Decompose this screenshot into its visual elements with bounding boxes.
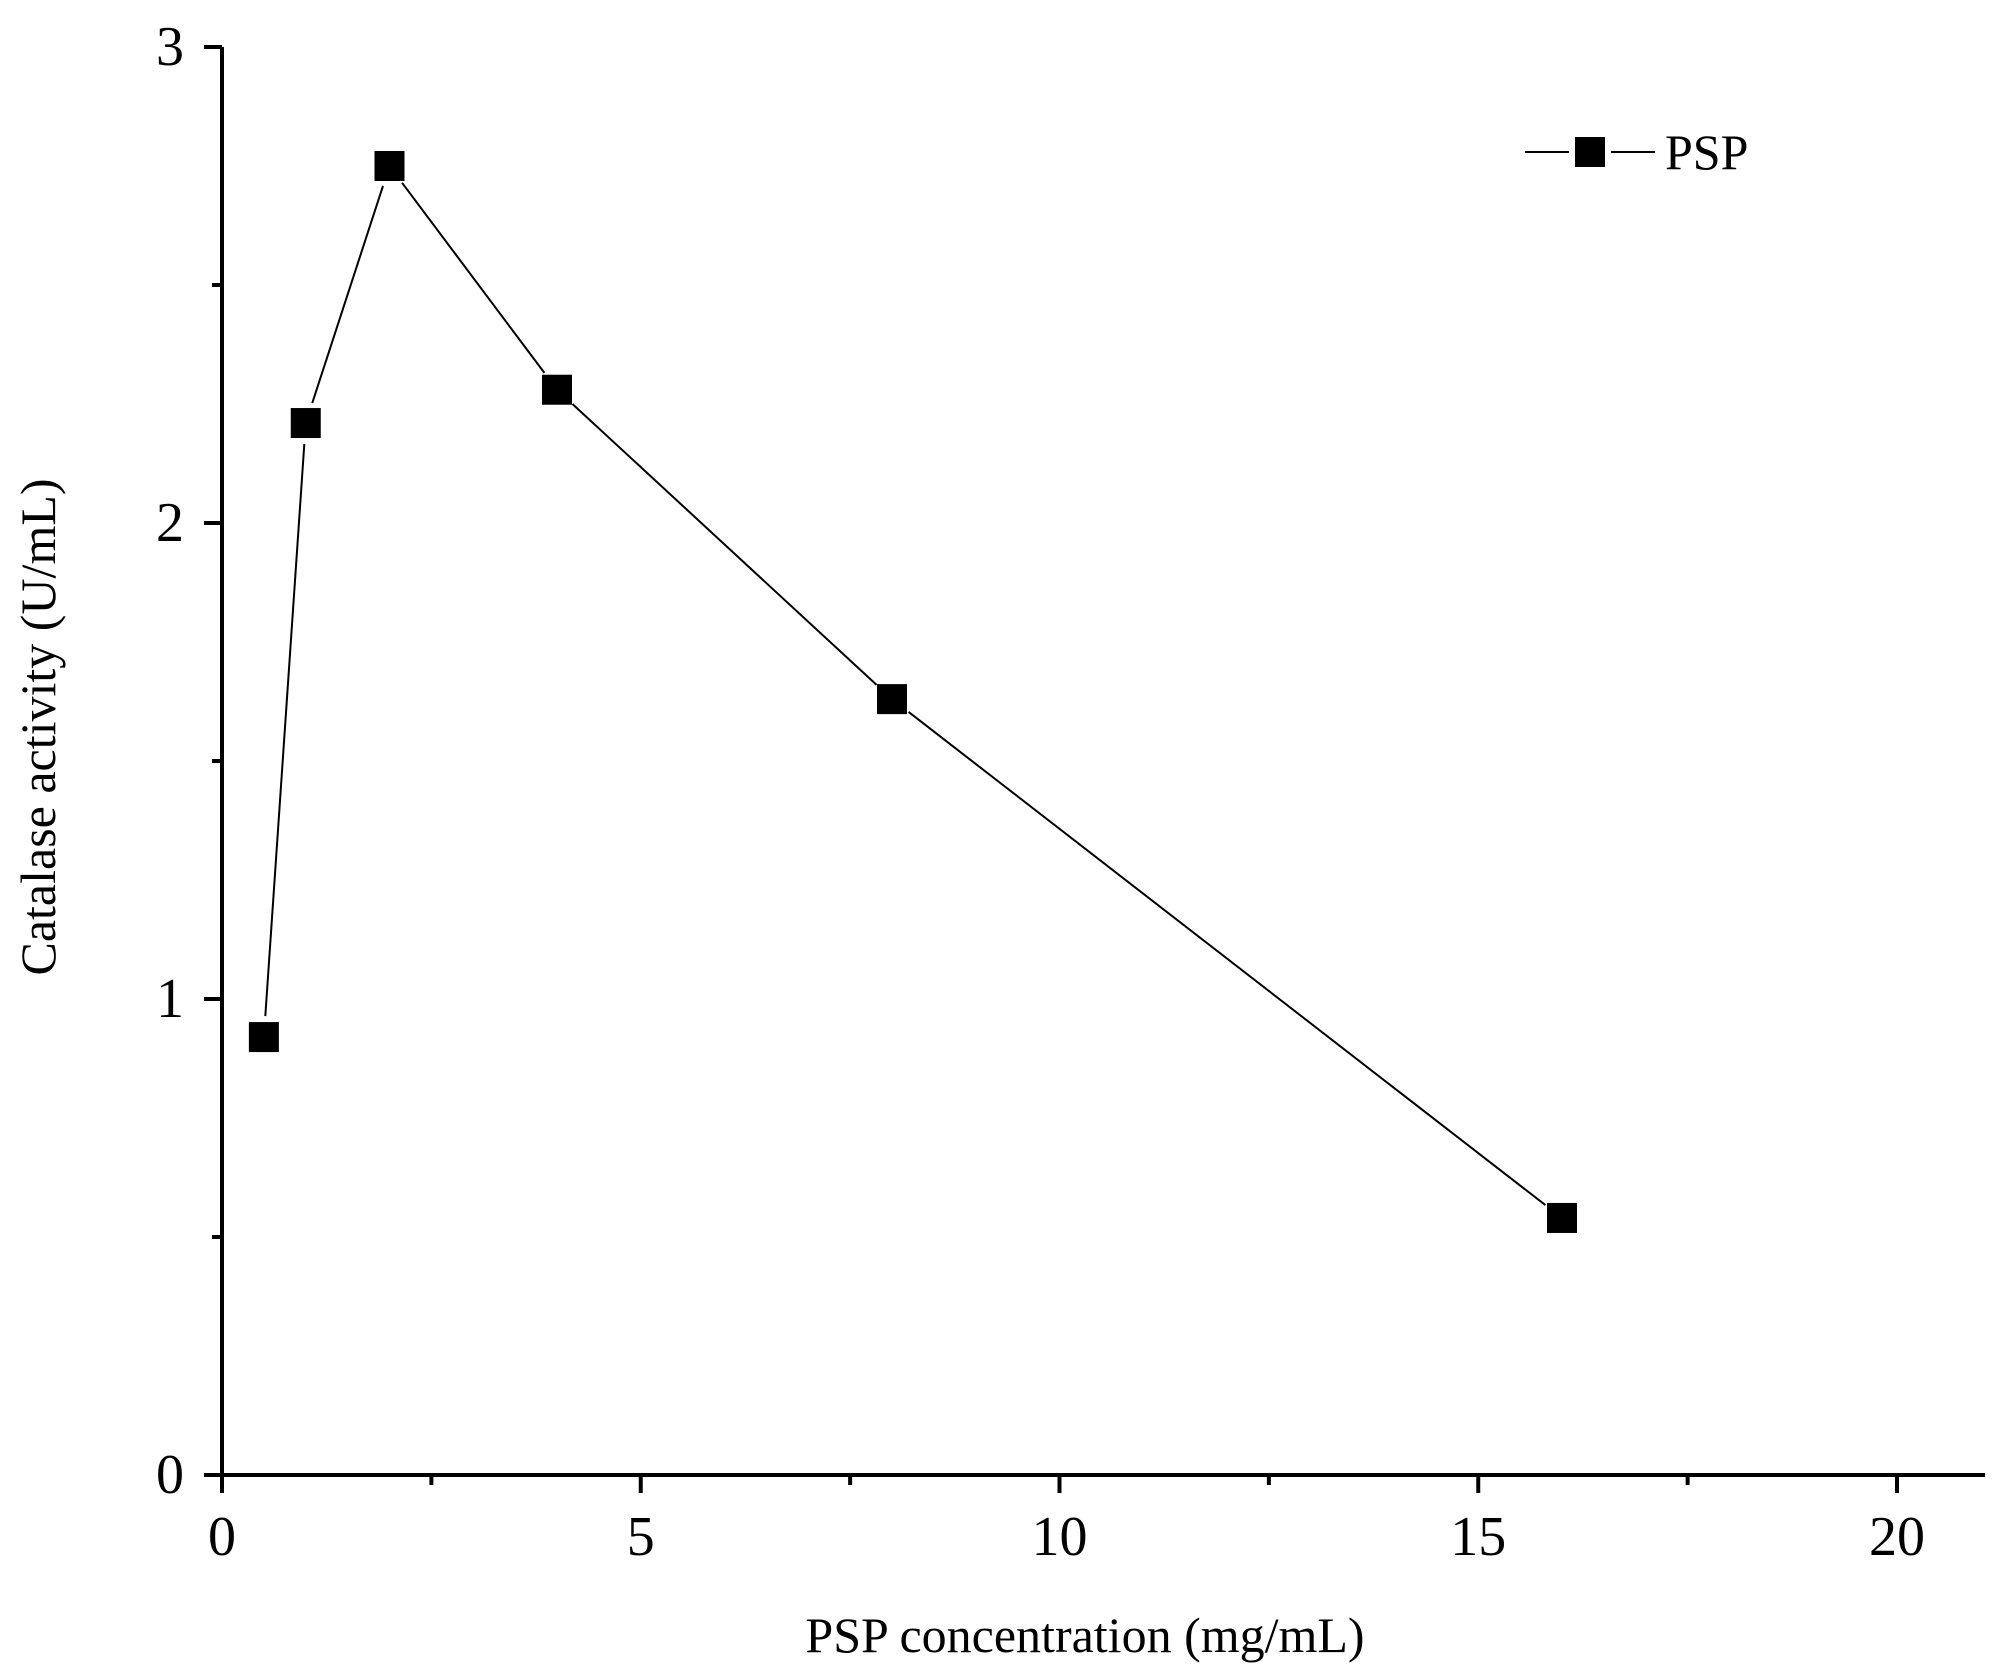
- y-axis-title: Catalase activity (U/mL): [10, 478, 66, 975]
- x-tick-label: 0: [208, 1506, 236, 1568]
- axes: [220, 47, 1985, 1477]
- legend-marker: [1575, 137, 1605, 167]
- data-point-marker: [542, 374, 572, 405]
- y-tick-label: 2: [156, 492, 184, 554]
- y-tick-label: 1: [156, 968, 184, 1030]
- series-line-segment: [311, 185, 384, 404]
- series-line-segment: [907, 711, 1547, 1206]
- data-point-marker: [374, 151, 405, 181]
- data-point-marker: [248, 1022, 279, 1053]
- x-axis-title: PSP concentration (mg/mL): [805, 1607, 1364, 1663]
- series-line-segment: [571, 403, 878, 686]
- x-tick-label: 20: [1869, 1506, 1925, 1568]
- data-point-marker: [290, 408, 321, 439]
- series-line-segment: [401, 182, 546, 374]
- x-tick-label: 15: [1450, 1506, 1506, 1568]
- y-tick-label: 3: [156, 16, 184, 78]
- legend: PSP: [1525, 124, 1748, 180]
- series: [248, 151, 1577, 1233]
- legend-label: PSP: [1665, 124, 1748, 180]
- data-point-marker: [1547, 1202, 1577, 1233]
- x-tick-label: 5: [627, 1506, 655, 1568]
- data-point-marker: [877, 684, 907, 715]
- y-tick-label: 0: [156, 1444, 184, 1506]
- x-tick-label: 10: [1032, 1506, 1088, 1568]
- ticks: 0 5 10 15 20 0 1 2 3: [156, 16, 1925, 1568]
- series-line-segment: [264, 443, 306, 1017]
